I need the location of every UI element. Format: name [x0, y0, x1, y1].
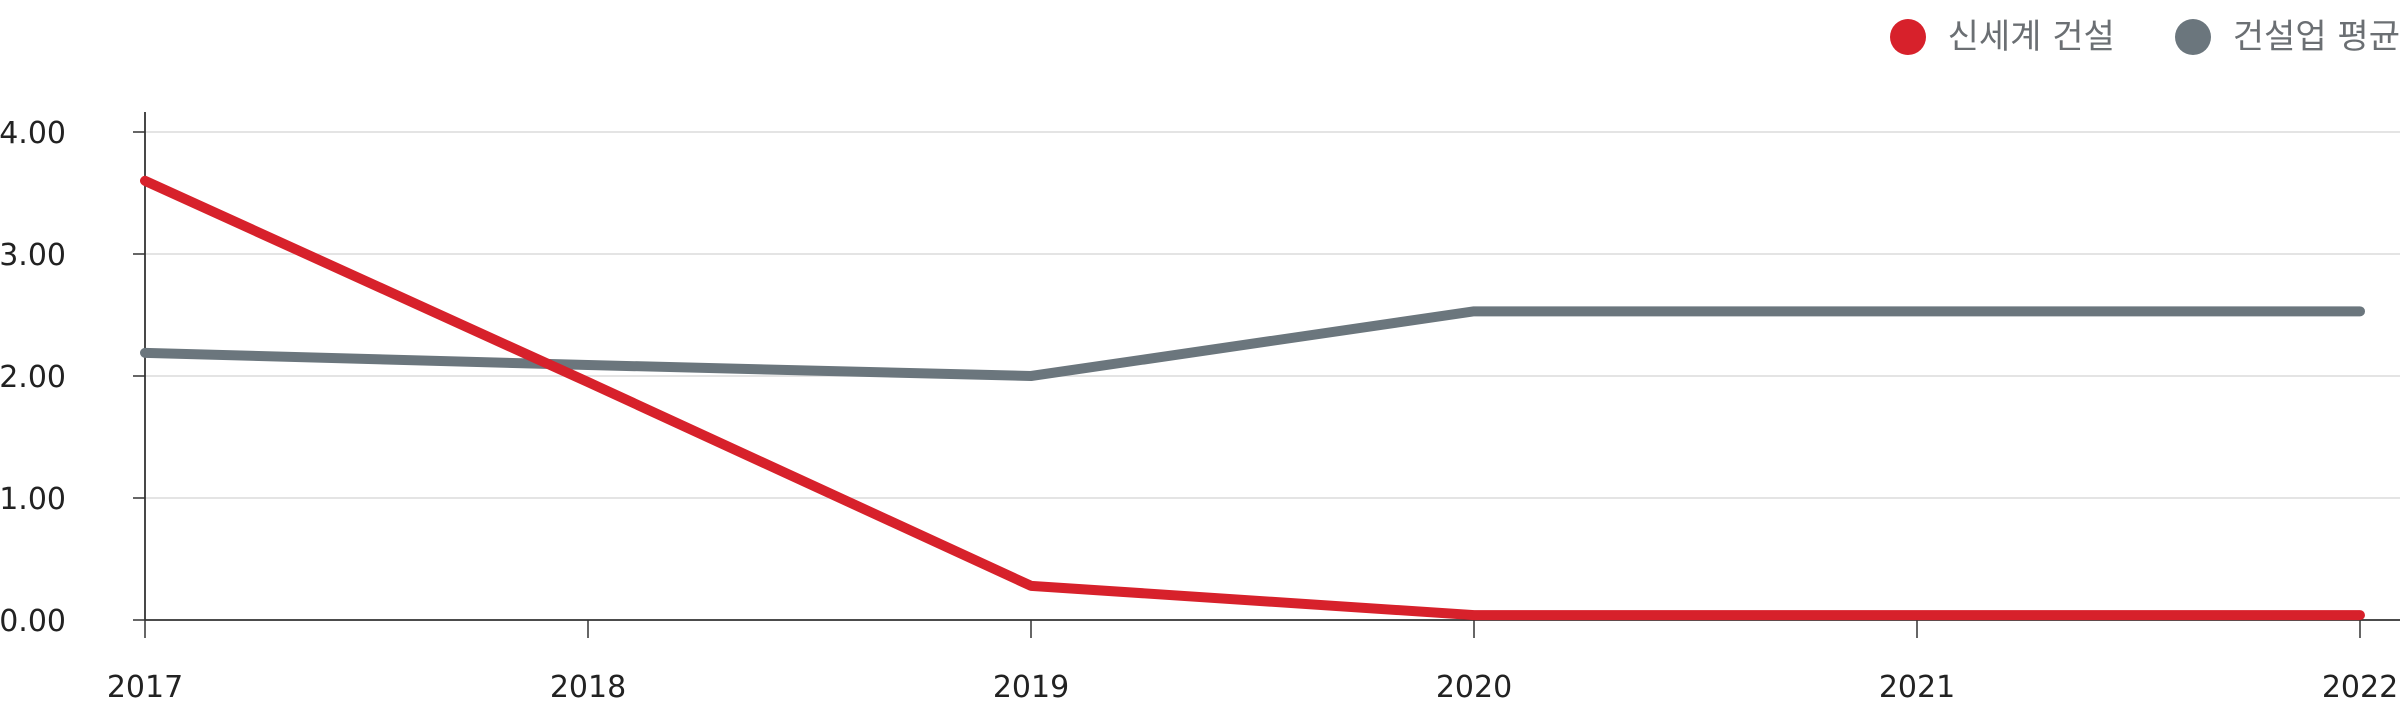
- legend-swatch-series-2: [2175, 19, 2211, 55]
- y-tick-label: 2.00: [0, 360, 66, 395]
- y-tick-label: 0.00: [0, 604, 66, 639]
- series-line-1: [145, 181, 2360, 615]
- legend-item-series-1: 신세계 건설: [1890, 14, 2115, 60]
- x-tick-label: 2019: [993, 670, 1069, 705]
- x-tick-label: 2021: [1879, 670, 1955, 705]
- x-tick-label: 2017: [107, 670, 183, 705]
- legend-item-series-2: 건설업 평균: [2175, 14, 2400, 60]
- y-tick-label: 3.00: [0, 238, 66, 273]
- y-tick-label: 4.00: [0, 116, 66, 151]
- legend-label-series-2: 건설업 평균: [2233, 14, 2400, 60]
- legend-swatch-series-1: [1890, 19, 1926, 55]
- y-tick-label: 1.00: [0, 482, 66, 517]
- chart-legend: 신세계 건설 건설업 평균: [1830, 14, 2400, 60]
- x-tick-label: 2020: [1436, 670, 1512, 705]
- legend-label-series-1: 신세계 건설: [1948, 14, 2115, 60]
- series-line-2: [145, 311, 2360, 376]
- series-layer: [145, 181, 2360, 615]
- axis-layer: [133, 112, 2400, 638]
- x-tick-label: 2018: [550, 670, 626, 705]
- x-tick-label: 2022: [2322, 670, 2398, 705]
